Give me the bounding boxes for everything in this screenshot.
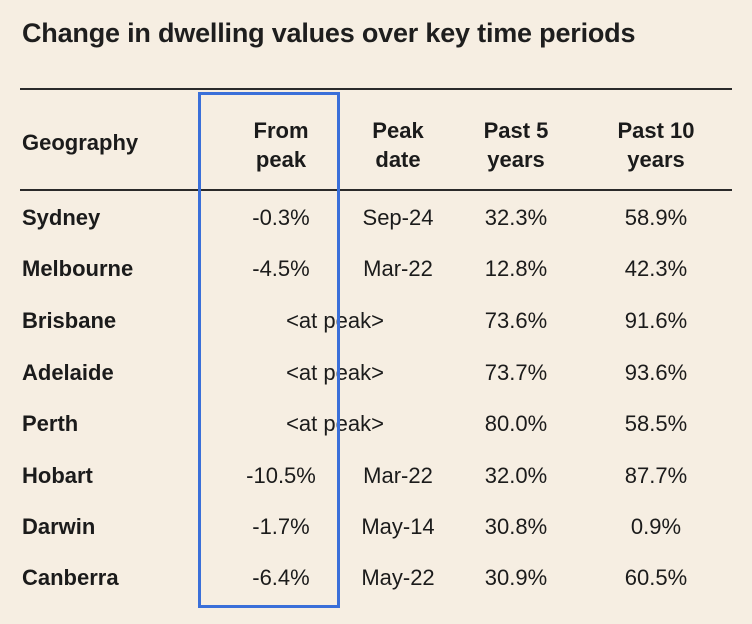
header-peak-date: Peak date [343,116,453,174]
cell-past-5: 12.8% [484,256,548,281]
table-row-darwin: Darwin -1.7% May-14 30.8% 0.9% [0,501,752,552]
table-row-canberra: Canberra -6.4% May-22 30.9% 60.5% [0,552,752,603]
cell-past-10: 0.9% [630,514,682,539]
header-peak-date-line2: date [375,147,421,172]
header-from-peak-line2: peak [255,147,307,172]
table-row-adelaide: Adelaide <at peak> 73.7% 93.6% [0,347,752,398]
cell-geography: Brisbane [22,308,117,333]
cell-at-peak: <at peak> [286,308,384,333]
cell-from-peak: -10.5% [246,463,316,488]
header-past-5-line1: Past 5 [483,118,549,143]
cell-past-10: 42.3% [624,256,688,281]
table-row-sydney: Sydney -0.3% Sep-24 32.3% 58.9% [0,192,752,243]
table-row-brisbane: Brisbane <at peak> 73.6% 91.6% [0,295,752,346]
cell-geography: Sydney [22,205,101,230]
header-past-5-years: Past 5 years [460,116,572,174]
cell-geography: Melbourne [22,256,134,281]
cell-from-peak: -6.4% [252,565,310,590]
top-rule [20,88,732,90]
header-geography: Geography [22,130,139,155]
cell-past-5: 73.6% [484,308,548,333]
table-row-hobart: Hobart -10.5% Mar-22 32.0% 87.7% [0,450,752,501]
cell-past-5: 30.8% [484,514,548,539]
cell-peak-date: May-14 [361,514,435,539]
cell-peak-date: May-22 [361,565,435,590]
table-row-melbourne: Melbourne -4.5% Mar-22 12.8% 42.3% [0,243,752,294]
header-peak-date-line1: Peak [372,118,424,143]
cell-past-10: 91.6% [624,308,688,333]
header-from-peak: From peak [226,116,336,174]
cell-past-10: 60.5% [624,565,688,590]
table-title: Change in dwelling values over key time … [22,18,636,48]
cell-past-10: 87.7% [624,463,688,488]
table-row-perth: Perth <at peak> 80.0% 58.5% [0,398,752,449]
cell-past-5: 30.9% [484,565,548,590]
cell-from-peak: -1.7% [252,514,310,539]
cell-past-5: 80.0% [484,411,548,436]
cell-past-5: 32.0% [484,463,548,488]
header-past-10-line2: years [627,147,685,172]
cell-geography: Perth [22,411,79,436]
cell-geography: Adelaide [22,360,114,385]
cell-peak-date: Mar-22 [363,256,433,281]
cell-past-10: 93.6% [624,360,688,385]
cell-past-5: 32.3% [484,205,548,230]
cell-from-peak: -0.3% [252,205,310,230]
cell-peak-date: Mar-22 [363,463,433,488]
cell-past-10: 58.9% [624,205,688,230]
header-past-10-years: Past 10 years [595,116,717,174]
cell-at-peak: <at peak> [286,360,384,385]
cell-past-10: 58.5% [624,411,688,436]
cell-geography: Canberra [22,565,119,590]
cell-geography: Darwin [22,514,96,539]
cell-past-5: 73.7% [484,360,548,385]
cell-from-peak: -4.5% [252,256,310,281]
cell-at-peak: <at peak> [286,411,384,436]
cell-peak-date: Sep-24 [362,205,434,230]
cell-geography: Hobart [22,463,93,488]
header-rule [20,189,732,191]
header-past-10-line1: Past 10 [617,118,695,143]
header-from-peak-line1: From [253,118,309,143]
header-past-5-line2: years [487,147,545,172]
